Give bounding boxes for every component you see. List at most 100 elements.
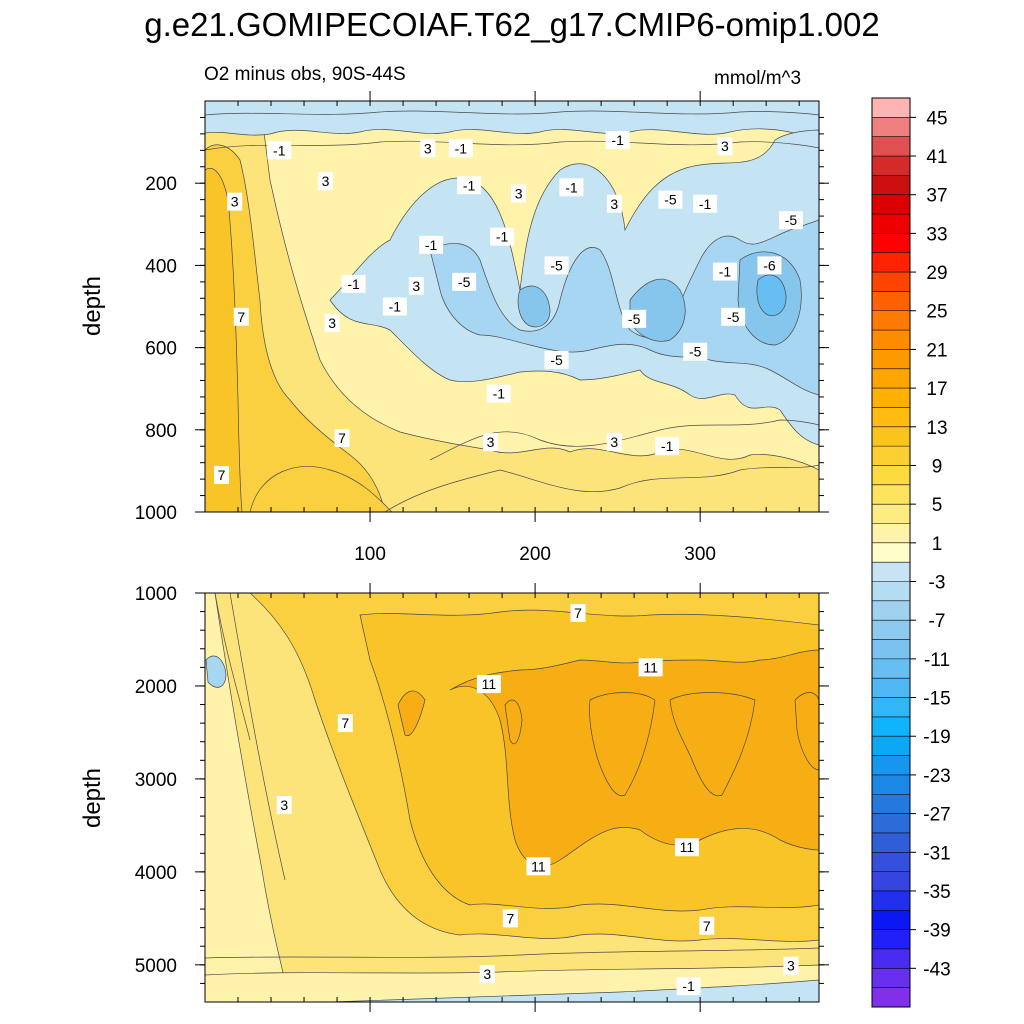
- contour-label: 3: [412, 278, 420, 294]
- contour-label-box: [276, 795, 292, 814]
- contour-label-box: [778, 211, 803, 230]
- contour-label-box: [712, 262, 737, 281]
- contour-label: -1: [347, 276, 360, 292]
- colorbar-swatch: [872, 368, 910, 389]
- lower-panel-fills: [205, 593, 819, 1002]
- colorbar-swatch: [872, 871, 910, 892]
- contour-label-box: [324, 313, 340, 332]
- colorbar-swatch: [872, 349, 910, 370]
- contour-label-box: [638, 658, 663, 677]
- colorbar-swatch: [872, 523, 910, 544]
- lower-deep-orange-4: [397, 690, 426, 737]
- colorbar-swatch: [872, 252, 910, 273]
- colorbar-label: -19: [923, 727, 950, 748]
- contour-label: -5: [664, 192, 677, 208]
- colorbar-swatch: [872, 852, 910, 873]
- colorbar-label: 33: [926, 224, 947, 245]
- contour-label: 11: [643, 659, 658, 675]
- colorbar-swatch: [872, 581, 910, 602]
- contour-label: 7: [237, 309, 245, 325]
- contour-label: -5: [785, 212, 798, 228]
- colorbar-swatch: [872, 639, 910, 660]
- contour-label-box: [622, 309, 647, 328]
- upper-surface-lines: [205, 110, 819, 151]
- colorbar-swatch: [872, 600, 910, 621]
- colorbar-label: 1: [932, 534, 943, 555]
- contour-label-box: [757, 256, 782, 275]
- contour-label-box: [544, 256, 569, 275]
- contour-label-box: [570, 603, 586, 622]
- colorbar-label: -43: [923, 959, 950, 980]
- colorbar-label: 29: [926, 263, 947, 284]
- colorbar-swatch: [872, 484, 910, 505]
- upper-band-lines: [384, 419, 819, 512]
- colorbar-swatch: [872, 620, 910, 641]
- contour-label-box: [420, 139, 436, 158]
- contour-label: 3: [787, 958, 795, 974]
- contour-label: 3: [328, 315, 336, 331]
- contour-label: 7: [338, 430, 346, 446]
- contour-label: -1: [699, 196, 712, 212]
- colorbar-label: -3: [929, 573, 946, 594]
- contour-label-box: [341, 274, 366, 293]
- contour-label: -1: [389, 299, 402, 315]
- contour-label-box: [408, 276, 424, 295]
- contour-label-box: [699, 916, 715, 935]
- colorbar-swatch: [872, 214, 910, 234]
- contour-label-box: [483, 433, 499, 452]
- upper-plot-frame: [204, 100, 820, 513]
- x-tick-label: 300: [684, 544, 716, 565]
- upper-gold-left: [205, 144, 386, 512]
- lower-blue-blob: [205, 655, 227, 688]
- upper-gold-bottom: [249, 466, 393, 512]
- colorbar-label: 13: [926, 418, 947, 439]
- contour-label: 11: [482, 676, 497, 692]
- y-tick-label: 5000: [135, 956, 177, 977]
- contour-label-box: [382, 297, 407, 316]
- contour-label: 3: [610, 196, 618, 212]
- colorbar-label: 45: [926, 108, 947, 129]
- colorbar-label: 21: [926, 340, 947, 361]
- contour-label: 11: [531, 858, 546, 874]
- contour-label: 7: [341, 715, 349, 731]
- contour-label: 3: [721, 138, 729, 154]
- contour-label-box: [233, 307, 249, 326]
- colorbar-swatch: [872, 890, 910, 911]
- colorbar-swatch: [872, 910, 910, 931]
- upper-panel-fills: [205, 101, 819, 512]
- y-axis-label: depth: [79, 276, 106, 336]
- y-tick-label: 400: [145, 256, 177, 277]
- contour-label-box: [526, 857, 551, 876]
- contour-label-box: [721, 307, 746, 326]
- colorbar-swatch: [872, 330, 910, 350]
- y-axis-label: depth: [79, 768, 106, 828]
- contour-label-box: [502, 909, 518, 928]
- contour-label: 3: [322, 173, 330, 189]
- contour-label: 3: [280, 797, 288, 813]
- contour-label: 3: [424, 140, 432, 156]
- colorbar: 45 41 37 33 29 25 21 17 13 9 5 1 -3 -7 -11 -15 -19 -23 -27…: [871, 97, 951, 1008]
- x-tick-label: 100: [354, 544, 386, 565]
- contour-label: -1: [455, 140, 468, 156]
- lower-deep-orange-5: [504, 699, 523, 745]
- chart-title: g.e21.GOMIPECOIAF.T62_g17.CMIP6-omip1.00…: [144, 6, 880, 43]
- contour-label: -1: [719, 264, 732, 280]
- colorbar-label: -39: [923, 921, 950, 942]
- contour-label: -1: [463, 177, 476, 193]
- upper-contour-labels: -1 3 -1 -1 3 3 3 -1 3 -1 3 -5 -1 -5 -1 -1 -5 -1 -6 -1 3 -5 -1 7…: [214, 131, 803, 485]
- contour-label: -1: [565, 179, 578, 195]
- contour-label: 7: [218, 467, 226, 483]
- contour-label: -6: [763, 257, 776, 273]
- contour-label-box: [676, 977, 701, 996]
- colorbar-swatch: [872, 774, 910, 795]
- contour-label-box: [511, 184, 527, 203]
- colorbar-label: -31: [923, 843, 950, 864]
- contour-label-box: [448, 139, 473, 158]
- lower-pale-left: [205, 593, 291, 1002]
- upper-deep-blue-3: [756, 274, 787, 316]
- contour-label-box: [452, 272, 477, 291]
- lower-ticks: 1000 2000 3000 4000 5000 depth: [79, 583, 829, 1012]
- contour-label-box: [674, 838, 699, 857]
- contour-label: -5: [550, 352, 563, 368]
